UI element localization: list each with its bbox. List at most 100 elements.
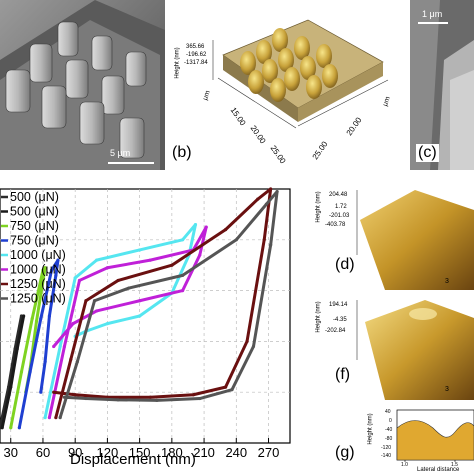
data-point (95, 309, 99, 313)
y-tick-4: -120 (381, 445, 392, 451)
z-tick-1: 1.72 (335, 204, 347, 210)
x-tick-label: 210 (193, 445, 215, 460)
z-tick-1: -4.35 (333, 317, 347, 323)
data-point (47, 314, 52, 318)
data-point (138, 299, 142, 303)
z-axis-label: Height (nm) (315, 301, 322, 333)
data-point (58, 344, 62, 349)
panel-a-sem-image: 5 μm (0, 0, 165, 170)
data-point (69, 357, 73, 361)
panel-d-label: (d) (335, 256, 355, 273)
x-tick-0: 1.0 (401, 462, 408, 468)
x-axis-label: Displacement (nm) (70, 451, 196, 468)
data-point (223, 228, 228, 232)
sem-pillars-illustration (0, 0, 165, 170)
x-tick-label: 180 (161, 445, 183, 460)
z-tick-bottom: -1317.84 (184, 60, 208, 66)
data-point (204, 225, 208, 229)
chart-svg: 30 60 90 120 150 180 210 240 270 500 (μN)500 (μN)… (0, 187, 291, 460)
panel-f-label: (f) (335, 366, 351, 383)
data-point (54, 416, 58, 420)
data-point (52, 344, 56, 349)
x-tick-label: 60 (36, 445, 50, 460)
data-point (198, 253, 202, 257)
data-point (198, 396, 202, 401)
y-tick-1: 0 (389, 418, 392, 424)
legend-entry: 1250 (μN) (10, 277, 66, 291)
data-point (73, 393, 77, 397)
y-tick-0: 40 (385, 409, 391, 415)
data-point (71, 322, 75, 326)
data-point (138, 248, 142, 252)
profile-plot (396, 409, 474, 462)
data-point (269, 243, 273, 247)
x-label: Lateral distance (417, 467, 460, 473)
data-point (30, 316, 34, 321)
data-point (84, 299, 88, 303)
panel-c-label: (c) (416, 144, 439, 162)
x-tick-label: 240 (225, 445, 247, 460)
panel-g-height-profile: Height (nm) 40 0 -40 -80 -120 -140 1.0 1… (305, 400, 474, 474)
y-tick-5: -140 (381, 453, 392, 459)
data-point (116, 278, 120, 283)
data-point (54, 273, 58, 277)
afm-surface-d (356, 190, 474, 290)
panel-c-sem-closeup: 1 μm (c) (410, 0, 474, 170)
z-tick-3: -403.78 (325, 222, 346, 228)
series-line-6 (53, 187, 273, 418)
legend-entry: 500 (μN) (10, 205, 59, 219)
data-point (223, 385, 228, 389)
data-point (92, 299, 97, 303)
x-tick-1: 1.5 (451, 462, 458, 468)
y-tick-3: -80 (385, 436, 393, 442)
series-line-1 (0, 315, 26, 429)
data-point (62, 395, 67, 399)
scale-bar-label: 1 μm (422, 9, 443, 19)
panel-f-afm-surface: 194.14 -4.35 -202.84 Height (nm) 3 (f) (305, 292, 474, 400)
data-point (180, 289, 185, 293)
data-point (116, 398, 120, 402)
data-point (269, 187, 273, 191)
y-tick: 3 (445, 278, 449, 285)
data-point (9, 426, 13, 430)
data-point (275, 189, 279, 194)
data-point (75, 360, 79, 364)
panel-b-label: (b) (172, 144, 192, 161)
data-point (191, 393, 195, 397)
data-point (39, 390, 43, 394)
data-point (0, 426, 4, 430)
data-point (105, 322, 110, 326)
data-point (52, 390, 56, 394)
data-point (262, 238, 266, 242)
data-point (127, 286, 131, 290)
data-point (56, 258, 60, 262)
data-point (73, 276, 77, 280)
data-point (47, 416, 52, 420)
legend-entry: 1250 (μN) (10, 292, 66, 306)
data-point (95, 258, 99, 262)
data-point (19, 370, 24, 374)
z-tick-2: -201.03 (329, 213, 350, 219)
data-point (256, 197, 260, 201)
z-tick-mid: -196.62 (186, 52, 207, 58)
data-point (170, 263, 174, 267)
z-tick-top: 365.66 (186, 44, 205, 50)
data-point (49, 268, 54, 272)
x-tick-label: 90 (68, 445, 82, 460)
z-tick-2: -202.84 (325, 328, 346, 334)
scale-bar-line (108, 162, 154, 164)
data-point (148, 395, 152, 399)
z-axis-label: Height (nm) (174, 47, 181, 79)
y-tick: 3 (445, 386, 449, 393)
data-point (58, 416, 62, 420)
afm-3d-surface (212, 19, 389, 129)
panel-b-afm-3d: 365.66 -196.62 -1317.84 Height (nm) μm μ… (168, 0, 408, 170)
data-point (148, 258, 152, 262)
data-point (9, 385, 13, 389)
legend-entry: 750 (μN) (10, 234, 59, 248)
legend-entry: 1000 (μN) (10, 248, 66, 262)
x-tick-label: 30 (4, 445, 18, 460)
data-point (155, 398, 159, 402)
data-point (251, 344, 256, 349)
legend-entry: 750 (μN) (10, 219, 59, 233)
